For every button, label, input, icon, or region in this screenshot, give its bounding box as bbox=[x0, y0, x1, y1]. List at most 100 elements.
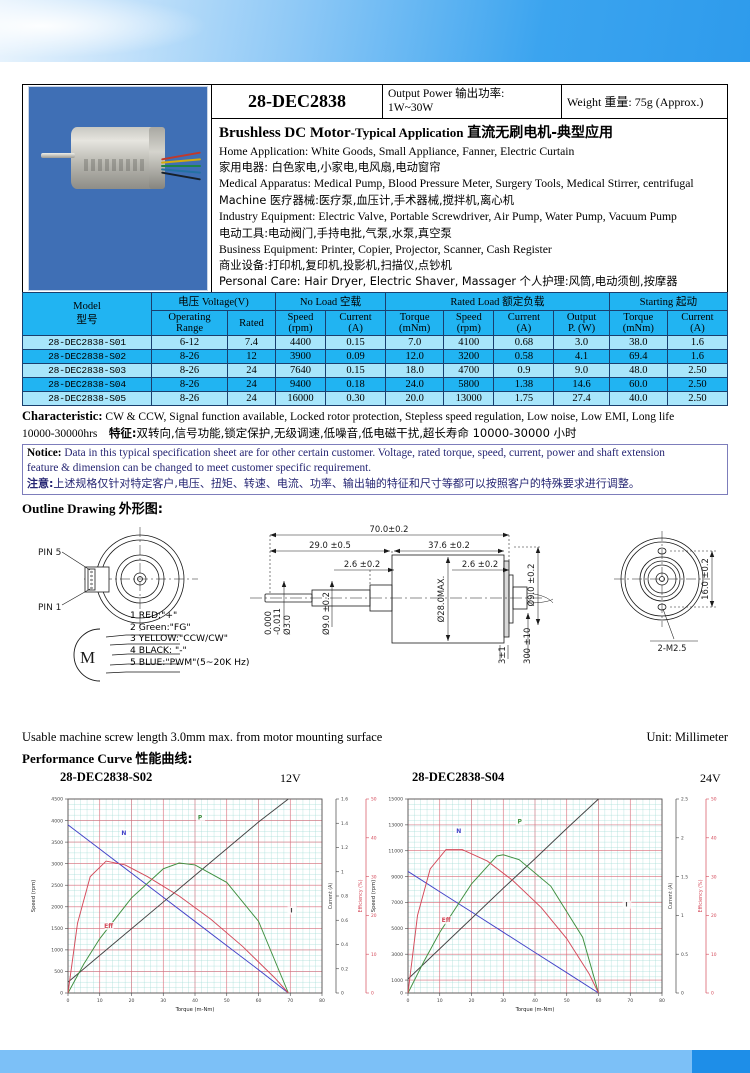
svg-text:2500: 2500 bbox=[51, 883, 63, 889]
spec-col-model-en: Model bbox=[73, 301, 101, 313]
spec-cell-1: 24 bbox=[227, 363, 276, 379]
motor-print-label bbox=[84, 159, 144, 171]
application-line-1: 家用电器: 白色家电,小家电,电风扇,电动窗帘 bbox=[219, 161, 441, 175]
svg-text:3000: 3000 bbox=[51, 862, 63, 868]
motor-cap-shape bbox=[149, 127, 165, 189]
svg-text:9000: 9000 bbox=[391, 874, 403, 880]
performance-title-en: Performance Curve bbox=[22, 751, 133, 767]
svg-text:60: 60 bbox=[256, 998, 262, 1004]
spec-cell-0: 8-26 bbox=[150, 363, 229, 379]
wire-legend-item-2: 3 YELLOW:"CCW/CW" bbox=[130, 633, 228, 645]
output-power-cell: Output Power 输出功率: 1W~30W bbox=[382, 84, 562, 119]
table-row: 28-DEC2838-S04 8-26 24 9400 0.18 24.0 5800 1.38… bbox=[22, 377, 729, 393]
outline-drawing-svg: 70.0±0.2 29.0 ±0.5 37.6 ±0.2 2.6 ±0.2 2.… bbox=[38, 524, 718, 682]
outline-title-cn: 外形图: bbox=[118, 502, 163, 518]
svg-text:0: 0 bbox=[67, 998, 70, 1004]
spec-col-header-7: Output P. (W) bbox=[553, 310, 610, 337]
spec-group-header-row: Model 型号 电压 Voltage(V) No Load 空载 Rated … bbox=[22, 292, 729, 337]
table-row: 28-DEC2838-S01 6-12 7.4 4400 0.15 7.0 4100 0.68… bbox=[22, 335, 729, 351]
svg-text:1500: 1500 bbox=[51, 926, 63, 932]
series-label-Eff: Eff bbox=[442, 917, 451, 924]
pin1-label: PIN 1 bbox=[38, 603, 61, 613]
svg-text:50: 50 bbox=[564, 998, 570, 1004]
outline-title-en: Outline Drawing bbox=[22, 501, 116, 517]
spec-cell-1: 7.4 bbox=[227, 335, 276, 351]
spec-cell-7: 3.0 bbox=[553, 335, 610, 351]
application-title-en2: -Typical Application bbox=[350, 124, 464, 140]
motor-photo-cell bbox=[22, 83, 212, 294]
motor-symbol-letter: M bbox=[80, 648, 95, 667]
spec-cell-2: 4400 bbox=[274, 335, 327, 351]
dim-boss-diameter: Ø9.0 ±0.2 bbox=[321, 592, 331, 635]
spec-cell-2: 7640 bbox=[274, 363, 327, 379]
spec-cell-4: 20.0 bbox=[385, 391, 445, 407]
svg-text:1.6: 1.6 bbox=[341, 797, 348, 803]
application-line-8: Personal Care: Hair Dryer, Electric Shav… bbox=[219, 275, 678, 289]
svg-text:40: 40 bbox=[371, 836, 377, 842]
spec-cell-8: 38.0 bbox=[608, 335, 668, 351]
series-Eff bbox=[407, 849, 599, 994]
application-line-2: Medical Apparatus: Medical Pump, Blood P… bbox=[219, 177, 694, 191]
svg-text:80: 80 bbox=[659, 998, 665, 1004]
spec-cell-2: 9400 bbox=[274, 377, 327, 393]
spec-col-header-1: Rated bbox=[227, 310, 276, 337]
dim-shaft-tol-top: 0.000 bbox=[263, 611, 273, 635]
characteristic-label-cn: 特征: bbox=[108, 426, 137, 441]
svg-text:10: 10 bbox=[711, 952, 717, 958]
characteristic-text-cn: 双转向,信号功能,锁定保护,无级调速,低噪音,低电磁干扰,超长寿命 10000-… bbox=[136, 426, 577, 441]
spec-table-head: Model 型号 电压 Voltage(V) No Load 空载 Rated … bbox=[22, 292, 729, 337]
svg-text:Torque (m-Nm): Torque (m-Nm) bbox=[175, 1007, 215, 1013]
svg-text:30: 30 bbox=[371, 874, 377, 880]
svg-text:4500: 4500 bbox=[51, 797, 63, 803]
svg-text:2: 2 bbox=[681, 836, 684, 842]
spec-row-model: 28-DEC2838-S03 bbox=[22, 363, 152, 379]
svg-text:1: 1 bbox=[341, 870, 344, 876]
svg-text:40: 40 bbox=[192, 998, 198, 1004]
series-label-N: N bbox=[121, 830, 126, 837]
spec-cell-6: 0.68 bbox=[493, 335, 555, 351]
spec-cell-3: 0.15 bbox=[325, 335, 387, 351]
table-row: 28-DEC2838-S05 8-26 24 16000 0.30 20.0 13000 1.… bbox=[22, 391, 729, 407]
application-line-4: Industry Equipment: Electric Valve, Port… bbox=[219, 210, 677, 224]
spec-cell-0: 8-26 bbox=[150, 391, 229, 407]
page-footer-band bbox=[0, 1050, 750, 1073]
svg-text:Current (A): Current (A) bbox=[668, 883, 674, 910]
right-end-view bbox=[614, 531, 718, 642]
datasheet-body: 28-DEC2838 Output Power 输出功率: 1W~30W Wei… bbox=[22, 83, 747, 1035]
svg-text:0: 0 bbox=[400, 991, 403, 997]
svg-text:Speed (rpm): Speed (rpm) bbox=[31, 880, 37, 912]
dim-step-right: 2.6 ±0.2 bbox=[462, 559, 498, 569]
spec-cell-5: 13000 bbox=[443, 391, 495, 407]
side-view bbox=[250, 554, 554, 644]
spec-col-header-5: Speed (rpm) bbox=[443, 310, 495, 337]
svg-text:0.8: 0.8 bbox=[341, 894, 348, 900]
svg-text:1: 1 bbox=[681, 913, 684, 919]
spec-group-noload: No Load 空载 bbox=[274, 292, 387, 312]
svg-text:20: 20 bbox=[129, 998, 135, 1004]
series-I bbox=[67, 798, 289, 983]
svg-text:1000: 1000 bbox=[391, 978, 403, 984]
spec-cell-3: 0.30 bbox=[325, 391, 387, 407]
spec-cell-2: 3900 bbox=[274, 349, 327, 365]
outline-drawing: 70.0±0.2 29.0 ±0.5 37.6 ±0.2 2.6 ±0.2 2.… bbox=[22, 517, 728, 729]
svg-text:Efficiency (%): Efficiency (%) bbox=[358, 880, 364, 913]
spec-col-header-4: Torque (mNm) bbox=[385, 310, 445, 337]
spec-cell-1: 24 bbox=[227, 391, 276, 407]
svg-text:4000: 4000 bbox=[51, 818, 63, 824]
svg-text:3500: 3500 bbox=[51, 840, 63, 846]
table-row: 28-DEC2838-S03 8-26 24 7640 0.15 18.0 4700 0.9 9… bbox=[22, 363, 729, 379]
spec-cell-8: 60.0 bbox=[608, 377, 668, 393]
wire-green bbox=[161, 165, 201, 167]
spec-col-model: Model 型号 bbox=[22, 292, 152, 337]
spec-cell-3: 0.15 bbox=[325, 363, 387, 379]
characteristic-label: Characteristic: bbox=[22, 409, 103, 424]
pin5-label: PIN 5 bbox=[38, 548, 61, 558]
series-N bbox=[407, 871, 599, 994]
spec-group-ratedload: Rated Load 额定负载 bbox=[385, 292, 610, 312]
wire-legend-item-0: 1 RED:"+" bbox=[130, 610, 178, 622]
svg-text:0.4: 0.4 bbox=[341, 942, 348, 948]
spec-cell-9: 1.6 bbox=[666, 335, 729, 351]
svg-text:500: 500 bbox=[54, 969, 63, 975]
svg-text:1.4: 1.4 bbox=[341, 821, 348, 827]
spec-cell-4: 18.0 bbox=[385, 363, 445, 379]
